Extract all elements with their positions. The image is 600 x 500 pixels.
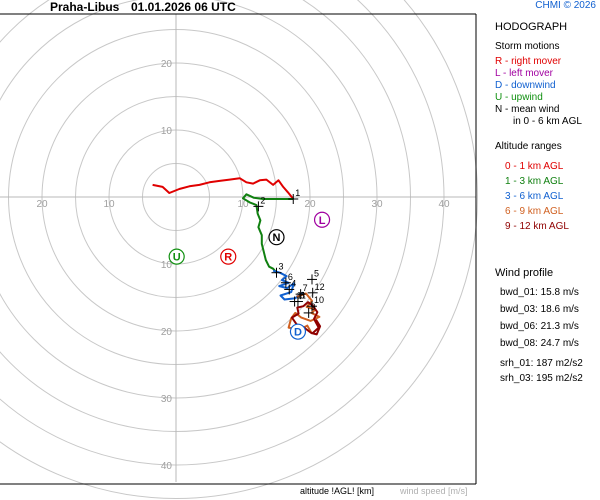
storm-marker-label-L: L	[319, 215, 326, 227]
y-tick-label: 30	[161, 394, 173, 405]
wind-profile-bwd06: bwd_06: 21.3 m/s	[500, 321, 579, 332]
altitude-label-8: 8	[300, 291, 305, 301]
storm-motion-mean: N - mean wind	[495, 104, 560, 115]
hodograph-segment-1	[242, 193, 294, 274]
altitude-label-12: 12	[315, 282, 325, 292]
wind-profile-bwd03: bwd_03: 18.6 m/s	[500, 304, 579, 315]
hodograph-segment-0	[152, 177, 295, 200]
datetime-label: 01.01.2026 06 UTC	[131, 0, 236, 14]
hodograph-segment-2	[272, 269, 304, 301]
x-tick-label: 20	[304, 199, 316, 210]
y-tick-label: 10	[161, 126, 173, 137]
altitude-range-6-9: 6 - 9 km AGL	[505, 206, 564, 217]
x-tick-label: 10	[103, 199, 115, 210]
range-ring-35	[0, 0, 411, 432]
legend-title: HODOGRAPH	[495, 21, 568, 33]
x-tick-label: 20	[36, 199, 48, 210]
y-tick-label: 10	[161, 260, 173, 271]
altitude-axis-label: altitude !AGL! [km]	[300, 486, 375, 496]
storm-marker-D	[289, 323, 307, 340]
altitude-label-10: 10	[314, 295, 324, 305]
station-name: Praha-Libus	[50, 0, 120, 14]
altitude-label-9: 9	[311, 302, 316, 312]
altitude-range-9-12: 9 - 12 km AGL	[505, 221, 569, 232]
storm-marker-L	[313, 211, 331, 228]
altitude-range-1-3: 1 - 3 km AGL	[505, 176, 564, 187]
altitude-label-7: 7	[303, 283, 308, 293]
wind-profile-bwd01: bwd_01: 15.8 m/s	[500, 287, 579, 298]
storm-motions-title: Storm motions	[495, 41, 560, 52]
tick-labels: 20 10 10 20 30 40 20 10 10 20 30 40	[36, 59, 450, 472]
storm-marker-label-N: N	[273, 232, 281, 244]
x-tick-label: 10	[237, 199, 249, 210]
speed-axis-label: wind speed [m/s]	[400, 486, 468, 496]
altitude-label-11: 11	[297, 291, 306, 301]
storm-motion-left: L - left mover	[495, 68, 553, 79]
range-rings	[0, 0, 478, 499]
wind-profile-panel: Wind profile bwd_01: 15.8 m/s bwd_03: 18…	[495, 266, 599, 386]
storm-motion-right: R - right mover	[495, 56, 562, 67]
storm-motion-upwind: U - upwind	[495, 92, 543, 103]
y-tick-label: 20	[161, 59, 173, 70]
altitude-label-4: 4	[291, 278, 296, 288]
altitude-label-6: 6	[288, 272, 293, 282]
storm-motion-downwind: D - downwind	[495, 80, 556, 91]
wind-profile-series	[152, 177, 322, 336]
storm-marker-label-R: R	[224, 252, 232, 264]
wind-profile-srh01: srh_01: 187 m2/s2	[500, 358, 583, 369]
altitude-label-2: 2	[260, 195, 265, 205]
altitude-label-5: 5	[314, 268, 319, 278]
wind-profile-title: Wind profile	[495, 267, 554, 279]
legend-panel: HODOGRAPH Storm motions R - right mover …	[495, 20, 599, 234]
y-tick-label: 20	[161, 327, 173, 338]
storm-marker-N	[268, 229, 285, 246]
credit-label: CHMI © 2026	[535, 0, 596, 11]
storm-marker-R	[220, 248, 237, 265]
altitude-range-0-1: 0 - 1 km AGL	[505, 161, 564, 172]
storm-motion-mean-note: in 0 - 6 km AGL	[513, 116, 582, 127]
x-tick-label: 40	[438, 199, 450, 210]
altitude-label-1: 1	[295, 188, 300, 198]
range-ring-45	[0, 0, 478, 499]
altitude-ranges-title: Altitude ranges	[495, 141, 562, 152]
wind-profile-srh03: srh_03: 195 m2/s2	[500, 373, 583, 384]
y-tick-label: 40	[161, 461, 173, 472]
altitude-range-3-6: 3 - 6 km AGL	[505, 191, 564, 202]
storm-motion-markers: L N R U D	[168, 211, 331, 340]
wind-profile-bwd08: bwd_08: 24.7 m/s	[500, 338, 579, 349]
x-tick-label: 30	[371, 199, 383, 210]
range-ring-30	[0, 0, 378, 399]
altitude-label-3: 3	[279, 262, 284, 272]
storm-marker-label-U: U	[173, 252, 181, 264]
storm-marker-U	[168, 248, 185, 265]
storm-marker-label-D: D	[294, 327, 302, 339]
hodograph-segment-4	[290, 301, 322, 336]
